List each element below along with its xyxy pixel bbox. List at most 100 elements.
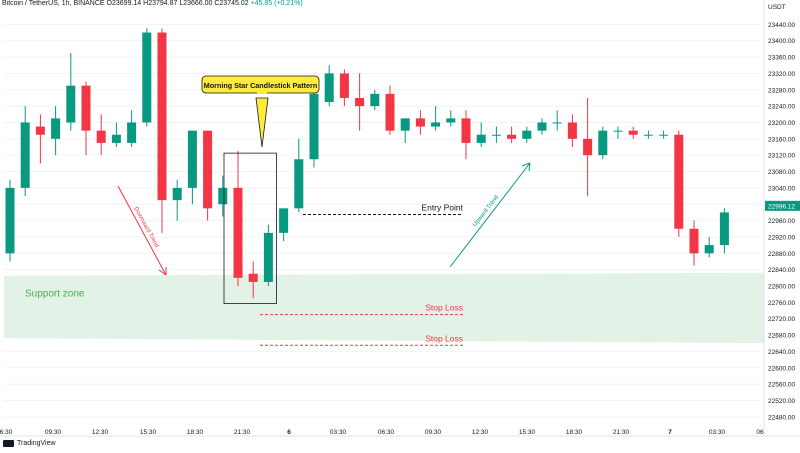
- candle-body: [628, 130, 638, 135]
- candle-body: [96, 130, 106, 143]
- price-axis: 22480.00 22520.00 22560.00 22600.00 22640.00…: [763, 0, 800, 436]
- candle-body: [5, 187, 15, 254]
- y-tick-label: 22480.00: [768, 414, 795, 421]
- y-tick-label: 23320.00: [768, 71, 795, 78]
- tradingview-icon: [3, 440, 14, 447]
- price-change: +45.85 (+0.21%): [250, 0, 303, 7]
- candle-body: [157, 32, 167, 201]
- candle-body: [415, 118, 425, 127]
- callout-label: Morning Star Candlestick Pattern: [204, 81, 317, 90]
- upward-arrow-head: [521, 162, 531, 172]
- candle-body: [81, 85, 91, 131]
- zones: Support zone: [4, 272, 764, 344]
- candle-body: [400, 118, 410, 131]
- stop-loss-label-2: Stop Loss: [425, 333, 463, 343]
- downward-trend-label: Downward Trend: [132, 206, 159, 249]
- ohlc-values: O23699.14 H23794.87 L23666.00 C23745.02: [106, 0, 249, 7]
- y-tick-label: 22720.00: [768, 316, 795, 323]
- y-tick-label: 23200.00: [768, 120, 795, 127]
- candle-body: [218, 187, 228, 205]
- y-tick-label: 22960.00: [768, 218, 795, 225]
- candle-body: [294, 159, 304, 209]
- candle-body: [461, 118, 471, 143]
- candle-body: [51, 118, 61, 139]
- callout-pointer: [255, 97, 269, 148]
- tradingview-logo: TradingView: [3, 440, 56, 447]
- candle-body: [552, 122, 562, 124]
- support-zone: [4, 272, 764, 344]
- x-tick-label: 09:30: [45, 429, 62, 436]
- candle-body: [583, 138, 593, 156]
- candle-body: [674, 134, 684, 229]
- x-tick-label: 09:30: [425, 429, 442, 436]
- chart-header: Bitcoin / TetherUS, 1h, BINANCE O23699.1…: [2, 0, 472, 8]
- candle-body: [476, 134, 486, 143]
- entry-label: Entry Point: [421, 202, 463, 212]
- x-tick-label: 15:30: [140, 429, 157, 436]
- candle-body: [567, 122, 577, 139]
- candle-body: [643, 134, 653, 136]
- upward-trend-label: Upward Trend: [472, 195, 500, 228]
- candle-body: [263, 232, 273, 282]
- candle-body: [704, 245, 714, 254]
- y-tick-label: 23280.00: [768, 87, 795, 94]
- candle-body: [35, 126, 45, 135]
- x-tick-label: 15:30: [519, 429, 536, 436]
- candle-body: [370, 93, 380, 107]
- x-tick-label: 6: [287, 429, 291, 436]
- candle-body: [309, 93, 319, 160]
- y-tick-label: 22920.00: [768, 234, 795, 241]
- candle-body: [111, 134, 121, 143]
- stop-loss-label-1: Stop Loss: [425, 303, 463, 313]
- x-tick-label: 6:30: [0, 429, 13, 436]
- candle-body: [613, 130, 623, 132]
- pattern-box: [223, 152, 277, 304]
- y-tick-label: 23360.00: [768, 55, 795, 62]
- last-price-label: 22996.12: [768, 203, 795, 210]
- time-axis: 6:30 09:30 12:30 15:30 18:30 21:30 6 03:30 06:30…: [0, 429, 800, 437]
- y-tick-label: 22840.00: [768, 267, 795, 274]
- candle-body: [339, 73, 349, 98]
- candle-body: [431, 122, 441, 127]
- y-tick-label: 22520.00: [768, 398, 795, 405]
- y-tick-label: 23040.00: [768, 185, 795, 192]
- x-tick-label: 18:30: [187, 429, 204, 436]
- y-tick-label: 22760.00: [768, 300, 795, 307]
- candle-body: [659, 134, 669, 136]
- x-tick-label: 03:30: [709, 429, 726, 436]
- x-tick-label: 7: [668, 429, 672, 436]
- last-price-tag: [765, 200, 800, 211]
- x-tick-label: 21:30: [234, 429, 251, 436]
- y-tick-label: 23440.00: [768, 22, 795, 29]
- tradingview-label: TradingView: [17, 440, 56, 447]
- candle-body: [689, 228, 699, 254]
- downward-arrow-head: [158, 267, 167, 276]
- candle-body: [324, 73, 334, 103]
- y-tick-label: 22680.00: [768, 333, 795, 340]
- y-tick-label: 22600.00: [768, 365, 795, 372]
- y-tick-label: 23400.00: [768, 38, 795, 45]
- candle-body: [719, 212, 729, 246]
- candle-body: [507, 134, 517, 139]
- candle-body: [385, 93, 395, 131]
- candle-body: [279, 208, 289, 233]
- x-tick-label: 12:30: [92, 429, 109, 436]
- candle-body: [142, 32, 152, 123]
- candle-body: [233, 187, 243, 278]
- x-tick-label: 12:30: [472, 429, 489, 436]
- x-tick-label: 21:30: [613, 429, 630, 436]
- support-zone-label: Support zone: [25, 288, 85, 299]
- candle-body: [598, 130, 608, 156]
- candle-body: [537, 122, 547, 131]
- candle-body: [446, 118, 456, 123]
- y-tick-label: 23160.00: [768, 136, 795, 143]
- y-tick-label: 22640.00: [768, 349, 795, 356]
- y-tick-label: 23080.00: [768, 169, 795, 176]
- grid: [4, 23, 764, 418]
- y-tick-label: 22880.00: [768, 251, 795, 258]
- callout-joint: [257, 91, 267, 94]
- candle-body: [187, 130, 197, 188]
- candle-body: [20, 122, 30, 188]
- y-tick-label: 23240.00: [768, 104, 795, 111]
- x-tick-label: 18:30: [566, 429, 583, 436]
